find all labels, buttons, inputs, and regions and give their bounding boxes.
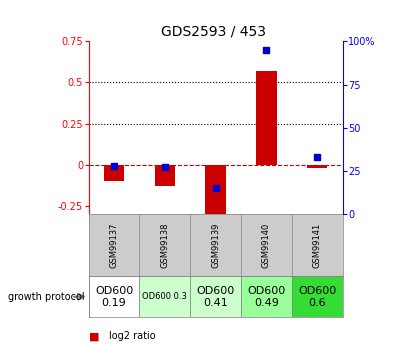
Bar [241, 276, 292, 317]
Bar [104, 165, 124, 181]
Text: OD600
0.49: OD600 0.49 [247, 286, 285, 307]
Bar [139, 276, 190, 317]
Text: GSM99141: GSM99141 [313, 222, 322, 268]
Text: GDS2593 / 453: GDS2593 / 453 [161, 24, 266, 38]
Text: log2 ratio: log2 ratio [109, 331, 156, 341]
Bar [190, 276, 241, 317]
Text: OD600 0.3: OD600 0.3 [142, 292, 187, 301]
Text: OD600
0.19: OD600 0.19 [95, 286, 133, 307]
Point [162, 165, 168, 170]
Bar [256, 71, 276, 165]
Text: OD600
0.41: OD600 0.41 [197, 286, 235, 307]
Point [212, 185, 219, 191]
Text: GSM99137: GSM99137 [110, 222, 118, 268]
Point [314, 154, 320, 160]
Text: GSM99139: GSM99139 [211, 222, 220, 268]
Point [111, 163, 117, 168]
Text: GSM99140: GSM99140 [262, 222, 271, 268]
Bar [89, 276, 139, 317]
Bar [206, 165, 226, 217]
Bar [292, 276, 343, 317]
Text: growth protocol: growth protocol [8, 292, 85, 302]
Point [263, 47, 270, 53]
Bar [155, 165, 175, 186]
Text: GSM99138: GSM99138 [160, 222, 169, 268]
Text: ■: ■ [89, 331, 99, 341]
Text: OD600
0.6: OD600 0.6 [298, 286, 336, 307]
Bar [307, 165, 327, 168]
